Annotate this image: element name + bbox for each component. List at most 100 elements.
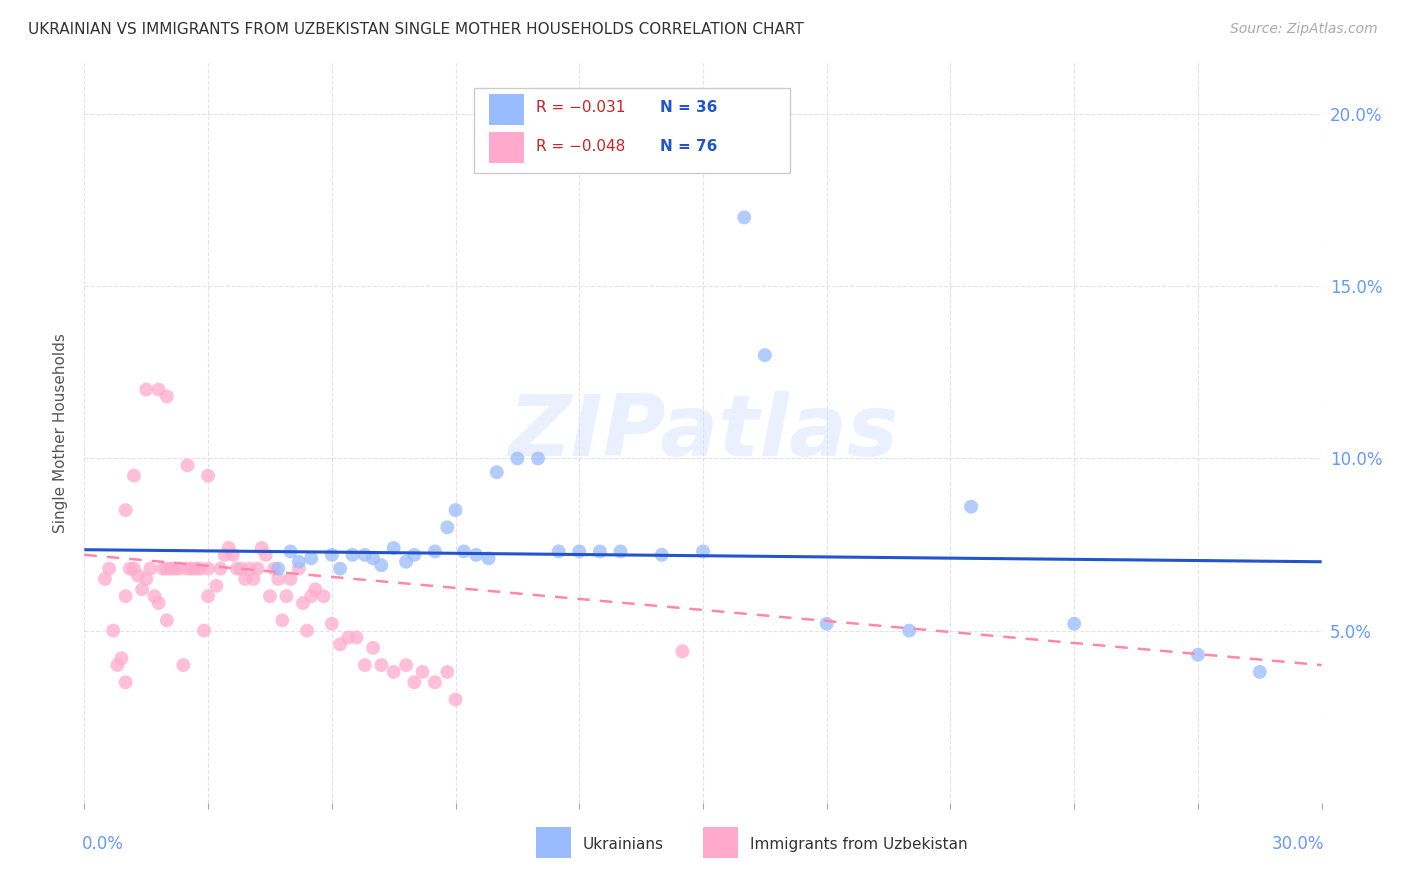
Point — [110, 651, 132, 665]
Text: 0.0%: 0.0% — [82, 835, 124, 854]
Text: 30.0%: 30.0% — [1271, 835, 1324, 854]
Text: R = −0.031: R = −0.031 — [536, 100, 626, 115]
Point — [94, 572, 117, 586]
Text: Source: ZipAtlas.com: Source: ZipAtlas.com — [1230, 22, 1378, 37]
Point — [304, 582, 326, 597]
Point — [226, 561, 249, 575]
Point — [188, 561, 211, 575]
Point — [114, 589, 136, 603]
Point — [295, 624, 318, 638]
Point — [122, 561, 145, 575]
Point — [453, 544, 475, 558]
Point — [423, 544, 446, 558]
Point — [346, 631, 368, 645]
Point — [176, 561, 198, 575]
Point — [1063, 616, 1085, 631]
Point — [288, 561, 311, 575]
Point — [214, 548, 236, 562]
Point — [135, 383, 157, 397]
Point — [337, 631, 360, 645]
Point — [288, 555, 311, 569]
Point — [547, 544, 569, 558]
Point — [299, 589, 322, 603]
FancyBboxPatch shape — [536, 827, 571, 858]
Point — [436, 520, 458, 534]
Point — [651, 548, 673, 562]
Point — [506, 451, 529, 466]
Point — [444, 503, 467, 517]
Point — [233, 572, 256, 586]
Point — [165, 561, 187, 575]
Point — [589, 544, 612, 558]
Point — [218, 541, 240, 555]
Point — [263, 561, 285, 575]
Point — [127, 568, 149, 582]
FancyBboxPatch shape — [489, 94, 523, 125]
Point — [370, 558, 392, 573]
Point — [271, 613, 294, 627]
Point — [477, 551, 499, 566]
Point — [180, 561, 202, 575]
Point — [444, 692, 467, 706]
Point — [160, 561, 183, 575]
Point — [382, 665, 405, 679]
Point — [114, 503, 136, 517]
Point — [361, 551, 384, 566]
Point — [1249, 665, 1271, 679]
Point — [404, 675, 426, 690]
Point — [250, 541, 273, 555]
Point — [692, 544, 714, 558]
Point — [312, 589, 335, 603]
Point — [242, 572, 264, 586]
Point — [733, 211, 755, 225]
Point — [329, 637, 352, 651]
Point — [98, 561, 121, 575]
Point — [485, 465, 508, 479]
Point — [280, 544, 302, 558]
Text: R = −0.048: R = −0.048 — [536, 138, 626, 153]
Point — [197, 561, 219, 575]
FancyBboxPatch shape — [489, 132, 523, 163]
Point — [184, 561, 207, 575]
Point — [267, 561, 290, 575]
Point — [465, 548, 488, 562]
Point — [222, 548, 245, 562]
FancyBboxPatch shape — [474, 88, 790, 173]
Point — [205, 579, 228, 593]
Point — [135, 572, 157, 586]
Point — [172, 658, 194, 673]
Point — [1187, 648, 1209, 662]
Point — [754, 348, 776, 362]
Point — [143, 589, 166, 603]
Text: Ukrainians: Ukrainians — [583, 837, 664, 852]
Point — [395, 555, 418, 569]
Text: N = 76: N = 76 — [659, 138, 717, 153]
Point — [280, 572, 302, 586]
Point — [291, 596, 314, 610]
Point — [118, 561, 141, 575]
Point — [197, 468, 219, 483]
Point — [276, 589, 298, 603]
Point — [527, 451, 550, 466]
Point — [609, 544, 631, 558]
Point — [246, 561, 269, 575]
Point — [148, 383, 170, 397]
Point — [423, 675, 446, 690]
Text: UKRAINIAN VS IMMIGRANTS FROM UZBEKISTAN SINGLE MOTHER HOUSEHOLDS CORRELATION CHA: UKRAINIAN VS IMMIGRANTS FROM UZBEKISTAN … — [28, 22, 804, 37]
Point — [321, 548, 343, 562]
Point — [105, 658, 128, 673]
Point — [960, 500, 983, 514]
Point — [114, 675, 136, 690]
Point — [156, 561, 179, 575]
Point — [254, 548, 277, 562]
Point — [131, 582, 153, 597]
Point — [436, 665, 458, 679]
Text: Immigrants from Uzbekistan: Immigrants from Uzbekistan — [749, 837, 967, 852]
Y-axis label: Single Mother Households: Single Mother Households — [53, 333, 69, 533]
Point — [156, 613, 179, 627]
Point — [299, 551, 322, 566]
Point — [568, 544, 591, 558]
Point — [148, 596, 170, 610]
Point — [361, 640, 384, 655]
Point — [229, 561, 252, 575]
